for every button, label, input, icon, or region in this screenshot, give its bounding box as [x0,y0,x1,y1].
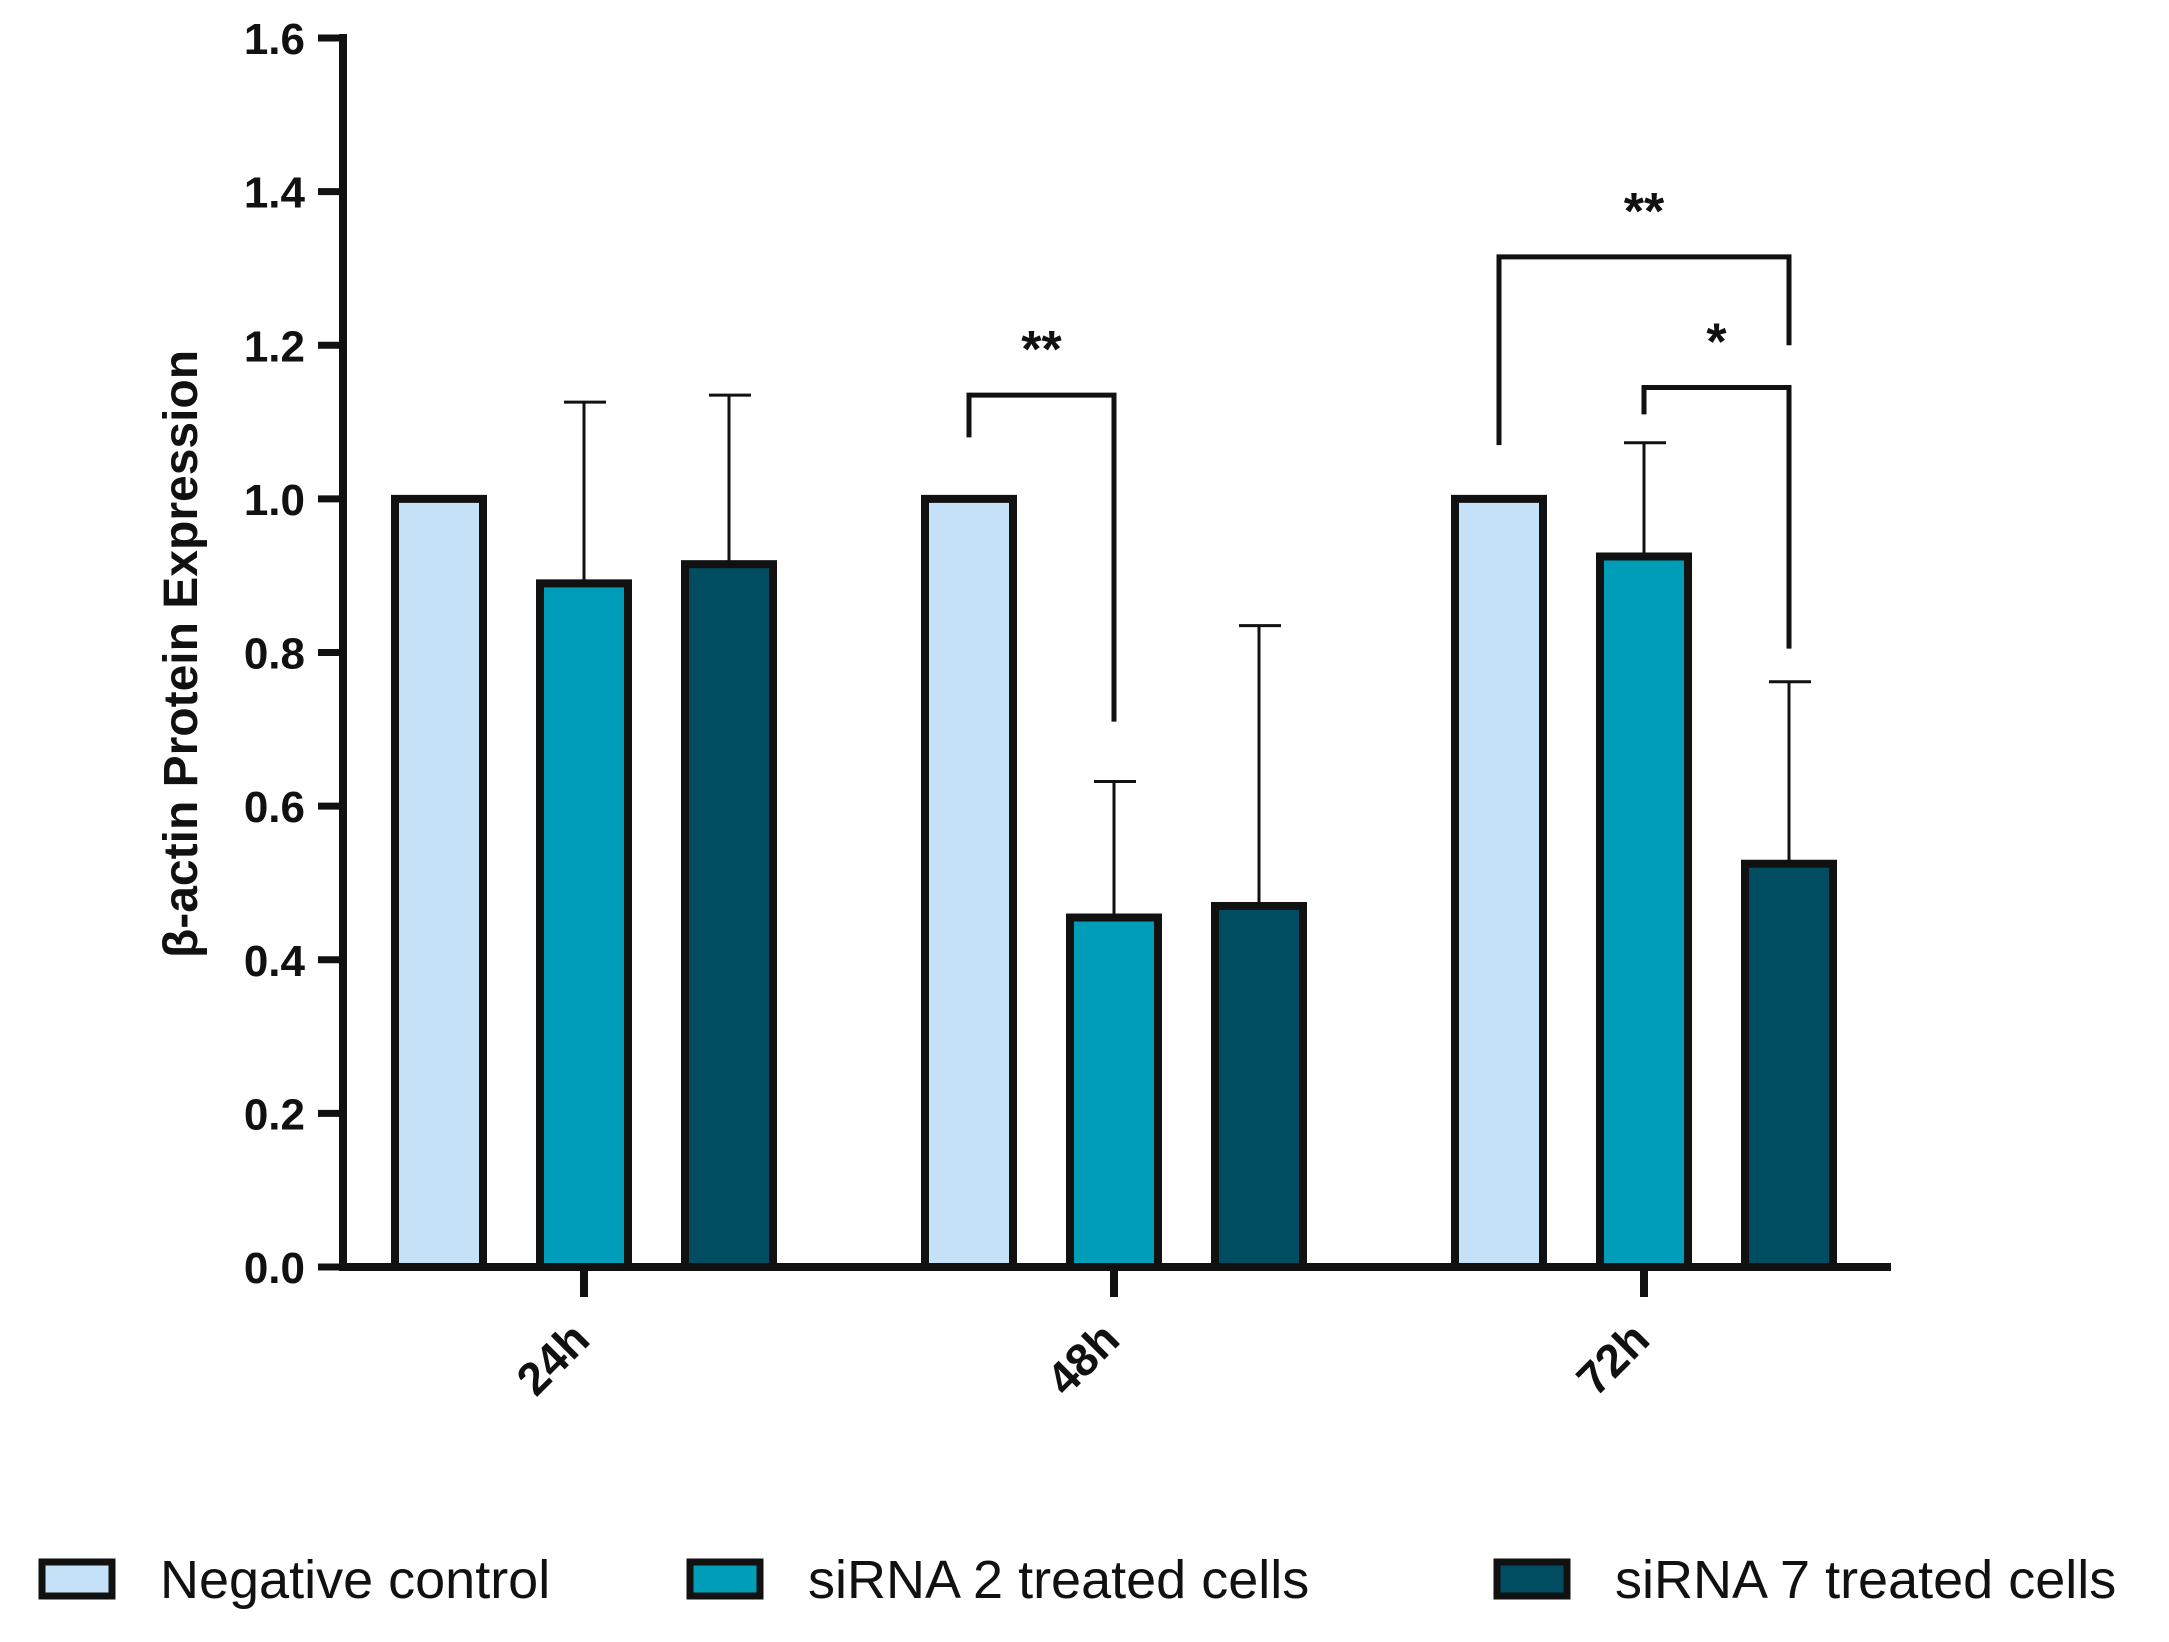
significance-label: ** [1021,321,1062,379]
legend-label: siRNA 2 treated cells [808,1550,1309,1610]
x-category-label: 48h [1036,1312,1129,1405]
error-bars-group [564,393,1811,918]
legend-swatch [1493,1558,1571,1600]
y-axis-title: β-actin Protein Expression [155,350,208,958]
bar [1066,913,1162,1271]
bar [1211,901,1307,1271]
y-tick-label: 1.6 [244,15,305,64]
y-tick-label: 0.8 [244,630,305,679]
legend-swatch [38,1558,116,1600]
bar [391,494,487,1271]
bar [1741,859,1837,1271]
legend-label: siRNA 7 treated cells [1615,1550,2116,1610]
significance-label: * [1706,313,1727,371]
legend-label: Negative control [160,1550,550,1610]
legend: Negative control siRNA 2 treated cells siR… [38,1550,2116,1610]
significance-bracket [966,392,1117,722]
y-tick-label: 1.2 [244,322,305,371]
y-tick-label: 1.0 [244,476,305,525]
x-category-label: 24h [506,1312,599,1405]
y-tick-label: 1.4 [244,169,306,218]
x-ticks-group: 24h 48h 72h [506,1267,1659,1405]
y-tick-label: 0.4 [244,937,306,986]
y-tick-label: 0.2 [244,1090,305,1139]
bar [681,560,777,1271]
legend-swatch [686,1558,764,1600]
y-tick-label: 0.0 [244,1244,305,1293]
y-ticks-group: 0.0 0.2 0.4 0.6 0.8 1.0 1.2 1.4 1.6 [244,15,343,1293]
significance-group: ***** [966,183,1792,722]
y-tick-label: 0.6 [244,783,305,832]
significance-label: ** [1624,183,1665,241]
bar [1596,552,1692,1271]
bar [1451,494,1547,1271]
significance-bracket [1496,254,1792,446]
x-category-label: 72h [1566,1312,1659,1405]
bar [536,579,632,1271]
bar [921,494,1017,1271]
bars-group [391,494,1837,1271]
significance-bracket [1641,384,1792,649]
